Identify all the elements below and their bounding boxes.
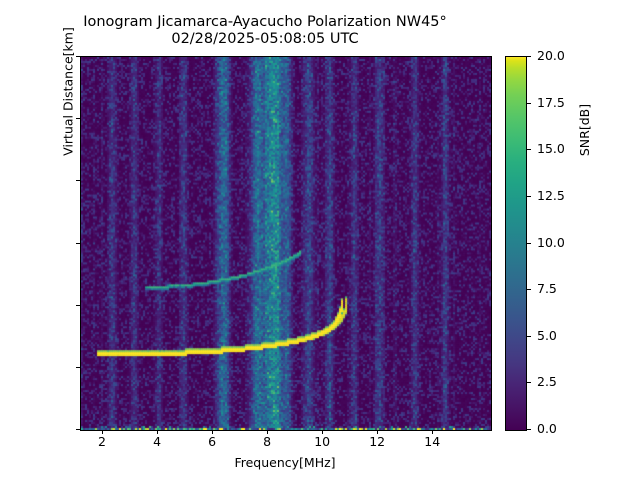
- y-tick-mark: [76, 429, 80, 430]
- colorbar-tick-mark: [527, 335, 531, 337]
- ionogram-heatmap: [81, 57, 491, 430]
- colorbar-tick-label: 7.5: [537, 281, 557, 297]
- x-tick-mark: [322, 430, 324, 434]
- y-tick-mark: [76, 304, 80, 306]
- colorbar-tick-mark: [527, 382, 531, 384]
- colorbar-label: SNR[dB]: [577, 103, 592, 157]
- x-tick-label: 2: [98, 434, 106, 449]
- x-tick-label: 14: [424, 434, 441, 449]
- x-tick-mark: [212, 430, 214, 434]
- x-tick-mark: [267, 430, 269, 434]
- colorbar-tick-label: 12.5: [537, 187, 565, 203]
- chart-title-block: Ionogram Jicamarca-Ayacucho Polarization…: [0, 14, 530, 48]
- x-tick-mark: [377, 430, 379, 434]
- x-tick-label: 10: [314, 434, 331, 449]
- y-tick-mark: [76, 180, 80, 182]
- y-tick-mark: [76, 56, 80, 57]
- x-axis-label: Frequency[MHz]: [234, 455, 336, 470]
- y-tick-mark: [76, 242, 80, 244]
- x-tick-mark: [432, 430, 434, 434]
- colorbar-tick-mark: [527, 242, 531, 244]
- x-tick-label: 12: [369, 434, 386, 449]
- colorbar-tick-label: 5.0: [537, 327, 557, 343]
- colorbar-tick-label: 0.0: [537, 421, 557, 436]
- y-axis-label: Virtual Distance[km]: [60, 27, 76, 156]
- colorbar-tick-mark: [527, 149, 531, 151]
- colorbar-tick-mark: [527, 429, 531, 430]
- colorbar-label-wrap: SNR[dB]: [505, 0, 592, 180]
- colorbar-tick-label: 15.0: [537, 141, 565, 157]
- colorbar-tick-mark: [527, 195, 531, 197]
- page-title: Ionogram Jicamarca-Ayacucho Polarization…: [83, 14, 447, 30]
- colorbar: [505, 56, 527, 431]
- chart-subtitle: 02/28/2025-05:08:05 UTC: [171, 31, 359, 48]
- colorbar-tick-mark: [527, 289, 531, 291]
- colorbar-gradient: [506, 57, 526, 430]
- x-tick-label: 4: [153, 434, 162, 449]
- colorbar-tick-label: 2.5: [537, 374, 557, 390]
- x-tick-label: 8: [263, 434, 272, 449]
- ionogram-plot-area: [80, 56, 492, 431]
- x-tick-label: 6: [208, 434, 217, 449]
- x-tick-mark: [102, 430, 103, 434]
- colorbar-tick-mark: [527, 56, 531, 57]
- y-tick-mark: [76, 366, 80, 368]
- colorbar-tick-label: 10.0: [537, 234, 565, 250]
- colorbar-tick-mark: [527, 102, 531, 104]
- colorbar-tick-label: 17.5: [537, 94, 565, 110]
- colorbar-tick-label: 20.0: [537, 48, 565, 63]
- y-tick-mark: [76, 118, 80, 120]
- x-tick-mark: [157, 430, 159, 434]
